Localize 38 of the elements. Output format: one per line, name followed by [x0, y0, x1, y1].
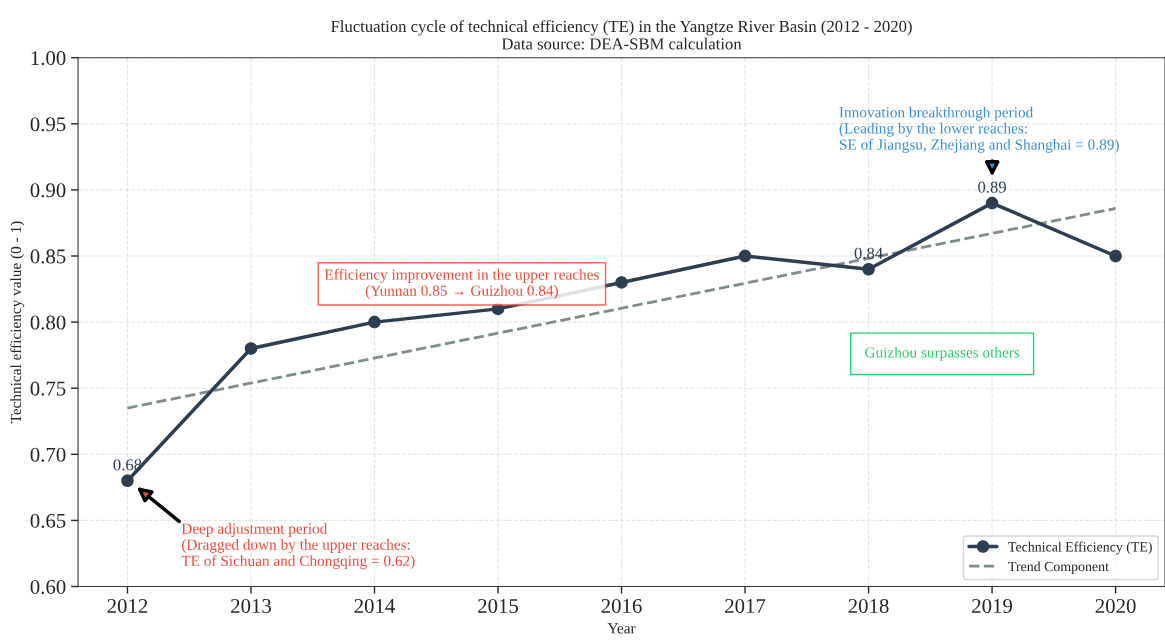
y-tick-label: 0.85 — [30, 249, 66, 264]
point — [1109, 249, 1122, 263]
data-label: 0.89 — [978, 181, 1006, 193]
y-tick-label: 1.00 — [31, 51, 66, 66]
point — [121, 474, 134, 487]
y-tick-label: 0.65 — [30, 513, 66, 528]
x-tick-label: 2017 — [725, 598, 766, 613]
x-tick-label: 2015 — [478, 598, 519, 613]
annotation: Efficiency improvement in the upper reaches (Yunnan 0.85 → Guizhou 0.84) — [324, 268, 599, 299]
x-tick-label: 2018 — [848, 598, 889, 613]
annotation: Deep adjustment period (Dragged down by the upper reaches: TE of Sichuan and Chongqing = 0.62) — [181, 523, 415, 570]
y-tick-label: 0.70 — [30, 447, 66, 462]
point — [615, 276, 628, 289]
x-tick-label: 2013 — [231, 598, 271, 613]
y-tick-label: 0.75 — [30, 381, 66, 396]
point — [368, 315, 381, 329]
y-tick-label: 0.80 — [30, 315, 66, 330]
x-tick-label: 2014 — [354, 598, 395, 613]
data-label: 0.84 — [854, 247, 883, 259]
legend-label: Trend Component — [1008, 561, 1109, 575]
y-tick-label: 0.95 — [30, 117, 66, 132]
y-tick-label: 0.60 — [30, 579, 66, 595]
x-tick-label: 2020 — [1095, 598, 1136, 613]
chart-title: Fluctuation cycle of technical efficiency (TE) in the Yangtze River Basin (2012 - 2020) — [331, 20, 912, 36]
x-axis-title: Year — [607, 623, 636, 634]
annotation: Innovation breakthrough period (Leading by the lower reaches: SE of Jiangsu, Zhejiang and Shanghai = 0.89) — [839, 106, 1119, 153]
x-tick-label: 2016 — [601, 598, 642, 613]
y-tick-label: 0.90 — [30, 183, 66, 198]
x-tick-label: 2019 — [972, 598, 1013, 613]
point — [985, 196, 999, 210]
chart-subtitle: Data source: DEA-SBM calculation — [501, 37, 742, 50]
point — [244, 342, 258, 355]
y-axis-title: Technical efficiency value (0 - 1) — [10, 221, 25, 424]
point — [862, 262, 875, 276]
point — [738, 249, 752, 263]
annotation: Guizhou surpasses others — [865, 346, 1020, 361]
legend-label: Technical Efficiency (TE) — [1008, 541, 1152, 555]
x-tick-label: 2012 — [107, 598, 148, 613]
